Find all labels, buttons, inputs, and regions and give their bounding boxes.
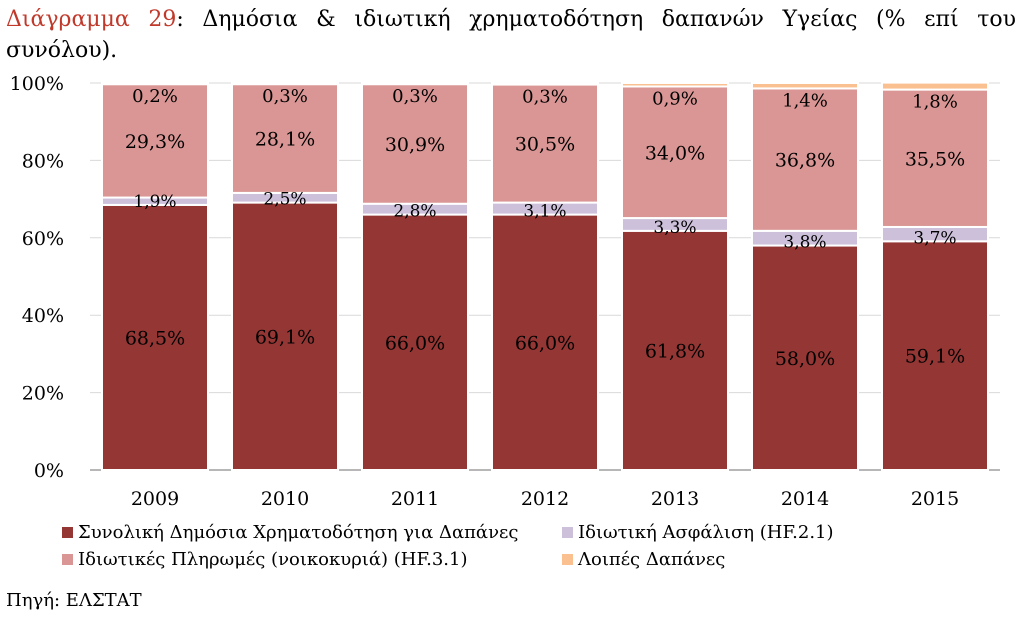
bar-segment [491, 213, 599, 471]
y-tick-label: 80% [22, 150, 64, 172]
legend-swatch [62, 527, 73, 538]
data-label: 3,8% [783, 233, 826, 253]
bar-segment [881, 81, 989, 91]
bar-segment [101, 203, 209, 471]
bar-segment [231, 82, 339, 86]
data-label: 34,0% [645, 142, 705, 164]
data-label: 3,1% [523, 202, 566, 222]
legend-swatch [62, 554, 73, 565]
bar-segment [361, 82, 469, 86]
data-label: 59,1% [905, 346, 965, 368]
bar-segment [361, 213, 469, 471]
data-label: 3,7% [913, 228, 956, 248]
bar-segment [621, 229, 729, 471]
data-label: 1,8% [912, 92, 958, 113]
bar-segment [621, 85, 729, 220]
bar-segment [491, 82, 599, 86]
bar-segment [751, 244, 859, 471]
legend-label: Ιδιωτική Ασφάλιση (HF.2.1) [578, 522, 834, 543]
data-label: 2,5% [263, 190, 306, 210]
data-label: 68,5% [125, 327, 185, 349]
x-tick-label: 2009 [131, 488, 179, 510]
x-tick-label: 2012 [521, 488, 569, 510]
data-label: 30,9% [385, 134, 445, 156]
bar-segment [621, 82, 729, 88]
data-label: 0,9% [652, 88, 698, 109]
data-label: 58,0% [775, 348, 835, 370]
data-label: 66,0% [385, 332, 445, 354]
data-label: 61,8% [645, 340, 705, 362]
bar-segment [881, 88, 989, 228]
data-label: 0,3% [522, 87, 568, 108]
bar-segment [751, 82, 859, 90]
data-label: 28,1% [255, 129, 315, 151]
bar-segment [101, 83, 209, 199]
data-label: 0,2% [132, 86, 178, 107]
x-tick-label: 2011 [391, 488, 439, 510]
legend-label: Λοιπές Δαπάνες [577, 549, 725, 570]
caption-number: Διάγραμμα 29 [6, 7, 177, 32]
data-label: 0,3% [392, 86, 438, 107]
caption-separator: : [176, 7, 184, 32]
legend-label: Συνολική Δημόσια Χρηματοδότηση για Δαπάν… [78, 522, 518, 543]
y-tick-label: 100% [10, 73, 64, 95]
bar-segment [231, 83, 339, 194]
x-tick-label: 2014 [781, 488, 829, 510]
data-label: 29,3% [125, 131, 185, 153]
caption-text: Δημόσια & ιδιωτική χρηματοδότηση δαπανών… [6, 7, 1016, 63]
legend-label: Ιδιωτικές Πληρωμές (νοικοκυριά) (HF.3.1) [78, 549, 468, 570]
chart-caption: Διάγραμμα 29: Δημόσια & ιδιωτική χρηματο… [6, 4, 1016, 66]
data-label: 36,8% [775, 150, 835, 172]
y-tick-label: 60% [22, 228, 64, 250]
data-label: 35,5% [905, 148, 965, 170]
data-label: 2,8% [393, 202, 436, 222]
x-tick-label: 2010 [261, 488, 309, 510]
bar-segment [881, 240, 989, 471]
bar-segment [751, 87, 859, 232]
data-label: 0,3% [262, 86, 308, 107]
data-label: 3,3% [653, 218, 696, 238]
y-tick-label: 40% [22, 305, 64, 327]
bar-segment [101, 82, 209, 86]
x-tick-label: 2013 [651, 488, 699, 510]
legend-swatch [562, 554, 573, 565]
data-label: 69,1% [255, 326, 315, 348]
data-label: 1,4% [782, 90, 828, 111]
legend-swatch [562, 527, 573, 538]
data-label: 1,9% [133, 192, 176, 212]
data-label: 66,0% [515, 332, 575, 354]
data-label: 30,5% [515, 134, 575, 156]
y-tick-label: 20% [22, 383, 64, 405]
y-tick-label: 0% [34, 460, 64, 482]
source-note: Πηγή: ΕΛΣΤΑΤ [6, 590, 142, 611]
x-tick-label: 2015 [911, 488, 959, 510]
bar-segment [231, 201, 339, 471]
